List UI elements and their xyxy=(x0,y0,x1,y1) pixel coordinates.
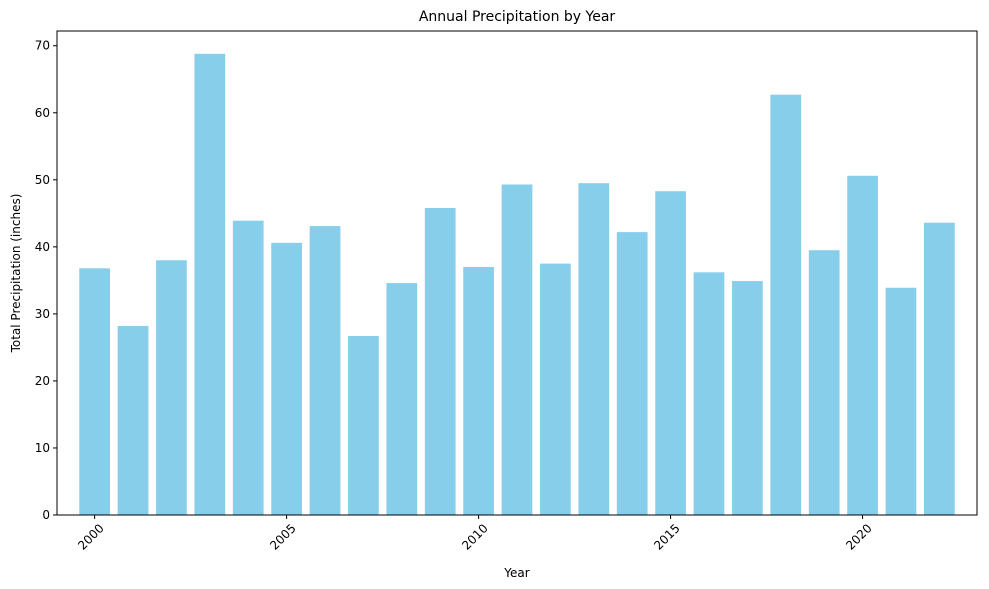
x-tick-label: 2015 xyxy=(651,521,682,552)
x-tick-label: 2020 xyxy=(843,521,874,552)
bar-2006 xyxy=(309,226,341,515)
bar-2003 xyxy=(194,53,226,515)
y-axis-ticks: 0 10 20 30 40 50 60 70 xyxy=(35,39,57,522)
bar-2020 xyxy=(847,175,878,516)
x-axis-ticks: 2000 2005 2010 2015 2020 xyxy=(75,515,875,553)
x-axis-label: Year xyxy=(503,566,529,580)
bar-2009 xyxy=(424,207,456,516)
bar-2002 xyxy=(156,260,187,515)
bar-2000 xyxy=(79,268,110,515)
bars-group xyxy=(79,53,955,516)
bar-2018 xyxy=(770,94,802,516)
bar-2004 xyxy=(232,220,264,515)
x-tick-label: 2005 xyxy=(267,521,298,552)
bar-2008 xyxy=(386,283,418,515)
y-tick-label: 0 xyxy=(42,508,50,522)
bar-2016 xyxy=(693,272,725,515)
x-tick-label: 2000 xyxy=(75,521,106,552)
y-tick-label: 60 xyxy=(35,106,50,120)
bar-2007 xyxy=(348,336,379,515)
bar-2019 xyxy=(808,250,840,515)
y-tick-label: 10 xyxy=(35,441,50,455)
y-tick-label: 50 xyxy=(35,173,50,187)
y-axis-label: Total Precipitation (inches) xyxy=(9,194,23,354)
bar-2001 xyxy=(117,325,149,515)
bar-2014 xyxy=(616,232,648,516)
bar-2011 xyxy=(501,184,533,515)
y-tick-label: 40 xyxy=(35,240,50,254)
bar-2022 xyxy=(924,222,955,515)
x-tick-label: 2010 xyxy=(459,521,490,552)
chart-title: Annual Precipitation by Year xyxy=(419,9,616,25)
bar-2021 xyxy=(885,287,917,515)
bar-2013 xyxy=(578,183,610,516)
bar-2017 xyxy=(732,281,763,515)
bar-2012 xyxy=(540,263,571,515)
y-tick-label: 20 xyxy=(35,374,50,388)
bar-2015 xyxy=(655,191,686,515)
bar-2005 xyxy=(271,242,302,515)
y-tick-label: 70 xyxy=(35,39,50,53)
y-tick-label: 30 xyxy=(35,307,50,321)
bar-2010 xyxy=(463,266,494,515)
plot-frame xyxy=(56,30,978,516)
